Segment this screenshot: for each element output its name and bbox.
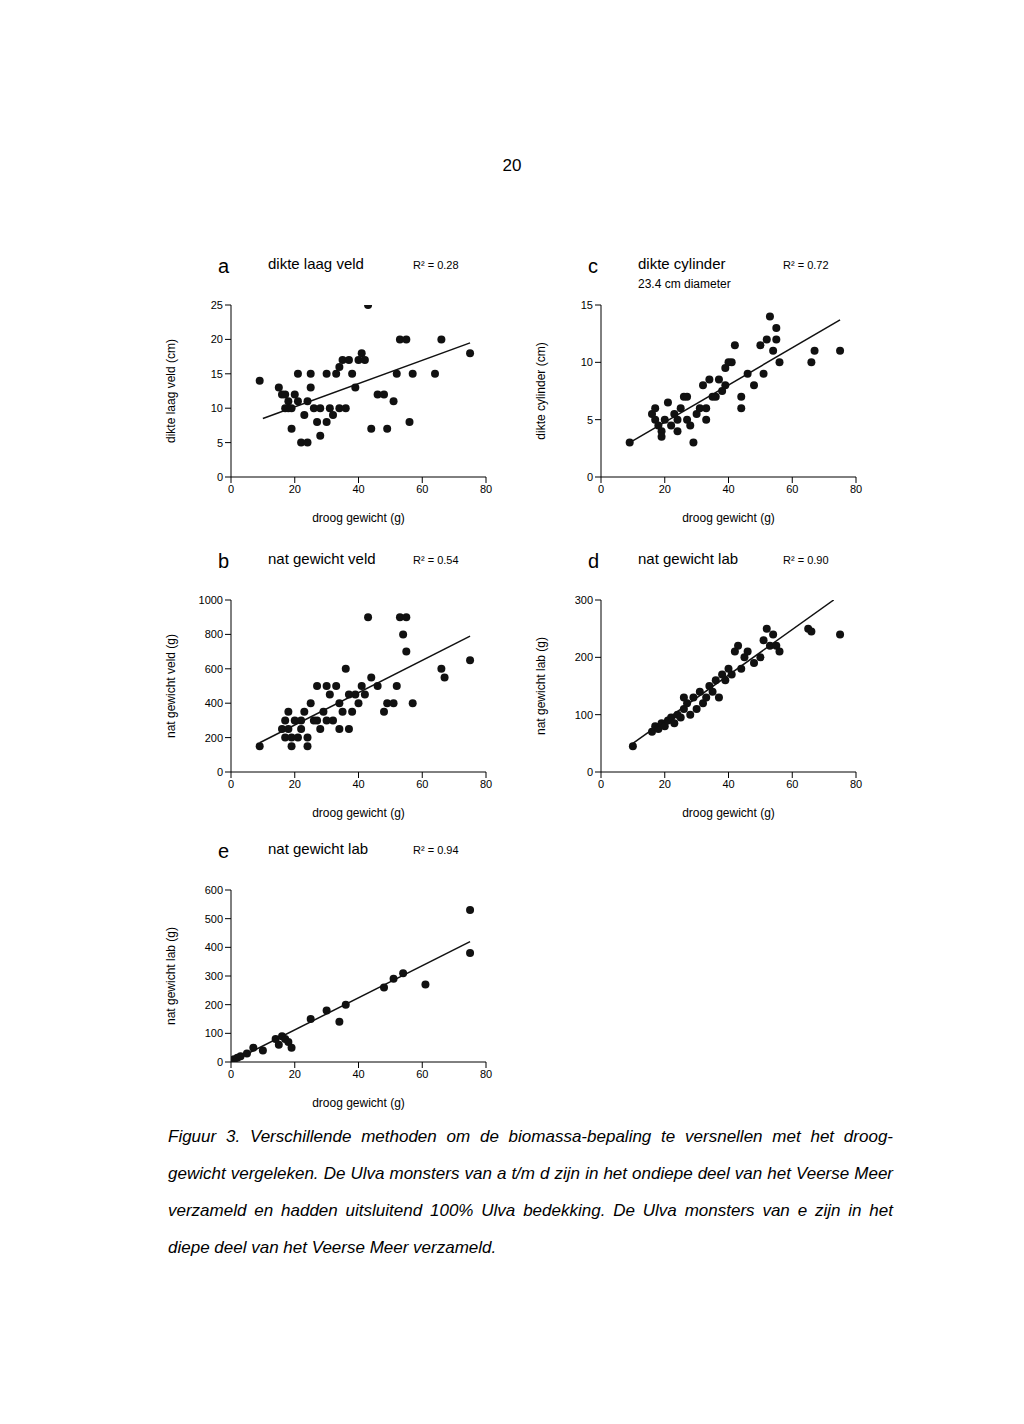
svg-text:5: 5 [587,414,593,426]
svg-text:dikte cylinder (cm): dikte cylinder (cm) [534,342,548,439]
svg-text:40: 40 [722,778,734,790]
svg-text:600: 600 [205,884,223,896]
svg-text:80: 80 [480,483,492,495]
svg-text:80: 80 [480,778,492,790]
svg-text:20: 20 [659,483,671,495]
svg-text:25: 25 [211,299,223,311]
svg-text:60: 60 [416,483,428,495]
svg-text:0: 0 [228,778,234,790]
html-text:R² = 0.94: R² = 0.94 [413,844,459,856]
svg-text:40: 40 [352,1068,364,1080]
html-text:R² = 0.54: R² = 0.54 [413,554,459,566]
svg-text:0: 0 [598,483,604,495]
svg-text:200: 200 [205,732,223,744]
svg-text:nat gewicht lab (g): nat gewicht lab (g) [534,637,548,735]
svg-text:0: 0 [228,483,234,495]
svg-text:15: 15 [581,299,593,311]
svg-text:0: 0 [587,766,593,778]
svg-text:800: 800 [205,628,223,640]
svg-text:20: 20 [289,1068,301,1080]
svg-text:60: 60 [416,778,428,790]
svg-text:20: 20 [289,778,301,790]
svg-text:0: 0 [587,471,593,483]
html-text:Figuur 3. Verschillende method: Figuur 3. Verschillende methoden om de b… [168,1127,893,1257]
svg-text:300: 300 [575,594,593,606]
svg-text:60: 60 [416,1068,428,1080]
html-text:d: d [588,550,600,572]
svg-text:0: 0 [217,766,223,778]
html-text:a: a [218,255,230,277]
html-text:R² = 0.28: R² = 0.28 [413,259,459,271]
svg-text:40: 40 [722,483,734,495]
svg-text:10: 10 [211,402,223,414]
html-text:dikte cylinder: dikte cylinder [638,255,726,272]
svg-text:droog gewicht (g): droog gewicht (g) [682,511,775,525]
svg-text:droog gewicht (g): droog gewicht (g) [312,511,405,525]
html-text:R² = 0.72: R² = 0.72 [783,259,829,271]
html-text:nat gewicht veld: nat gewicht veld [268,550,376,567]
svg-text:15: 15 [211,368,223,380]
svg-text:80: 80 [480,1068,492,1080]
svg-text:40: 40 [352,778,364,790]
html-text:b: b [218,550,230,572]
svg-text:nat gewicht lab (g): nat gewicht lab (g) [164,927,178,1025]
svg-text:droog gewicht (g): droog gewicht (g) [682,806,775,820]
html-text:20: 20 [502,156,522,175]
svg-text:60: 60 [786,483,798,495]
svg-text:60: 60 [786,778,798,790]
svg-text:0: 0 [217,471,223,483]
html-text:nat gewicht lab: nat gewicht lab [268,840,369,857]
svg-text:0: 0 [217,1056,223,1068]
svg-text:0: 0 [598,778,604,790]
svg-text:0: 0 [228,1068,234,1080]
svg-text:droog gewicht (g): droog gewicht (g) [312,1096,405,1110]
svg-text:1000: 1000 [199,594,223,606]
svg-text:20: 20 [211,333,223,345]
svg-text:80: 80 [850,483,862,495]
svg-text:100: 100 [575,709,593,721]
svg-text:10: 10 [581,356,593,368]
html-text:e: e [218,840,230,862]
svg-text:40: 40 [352,483,364,495]
svg-text:20: 20 [659,778,671,790]
html-text:23.4 cm diameter: 23.4 cm diameter [638,277,731,291]
svg-text:dikte laag veld (cm): dikte laag veld (cm) [164,339,178,443]
html-text:nat gewicht lab: nat gewicht lab [638,550,739,567]
html-text:dikte laag veld: dikte laag veld [268,255,364,272]
svg-text:200: 200 [205,999,223,1011]
svg-text:5: 5 [217,437,223,449]
svg-text:500: 500 [205,913,223,925]
svg-text:20: 20 [289,483,301,495]
svg-text:600: 600 [205,663,223,675]
svg-text:100: 100 [205,1027,223,1039]
svg-text:400: 400 [205,697,223,709]
svg-text:200: 200 [575,651,593,663]
svg-text:80: 80 [850,778,862,790]
html-text:c: c [588,255,598,277]
svg-text:300: 300 [205,970,223,982]
svg-text:400: 400 [205,941,223,953]
svg-text:nat gewicht veld (g): nat gewicht veld (g) [164,634,178,738]
html-text:R² = 0.90: R² = 0.90 [783,554,829,566]
svg-text:droog gewicht (g): droog gewicht (g) [312,806,405,820]
